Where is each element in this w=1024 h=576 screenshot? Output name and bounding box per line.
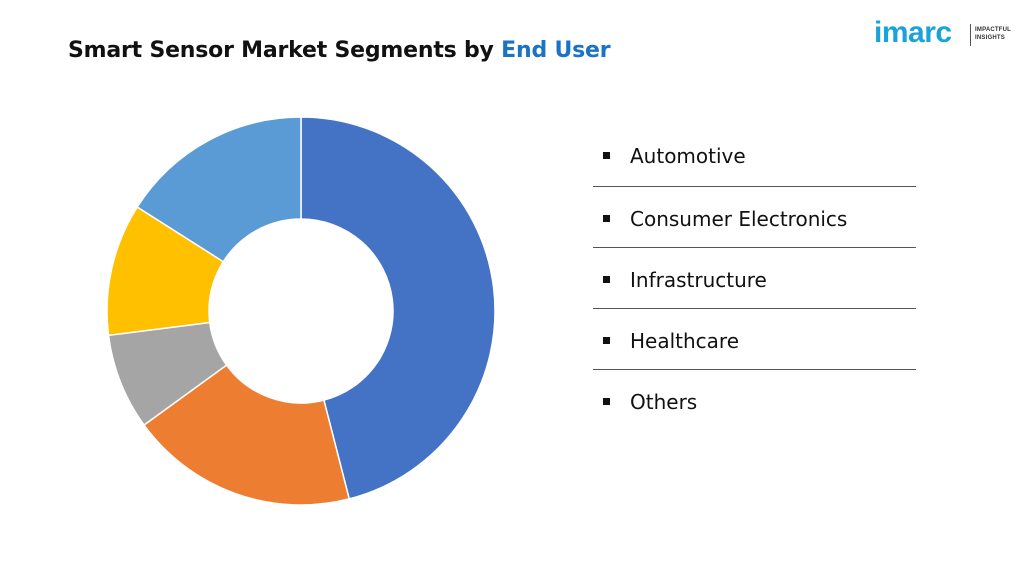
logo-divider bbox=[970, 24, 971, 46]
legend-label: Healthcare bbox=[630, 329, 740, 353]
legend-bullet-icon bbox=[603, 337, 610, 344]
legend-bullet-icon bbox=[603, 215, 610, 222]
legend-bullet-icon bbox=[603, 152, 610, 159]
logo-tagline: IMPACTFUL INSIGHTS bbox=[975, 26, 1011, 42]
page-title-main: Smart Sensor Market Segments by bbox=[68, 38, 494, 63]
legend-label: Consumer Electronics bbox=[630, 207, 848, 231]
page-title-accent: End User bbox=[501, 38, 611, 63]
page-title: Smart Sensor Market Segments by End User bbox=[68, 38, 611, 63]
logo-tagline-line2: INSIGHTS bbox=[975, 35, 1005, 41]
legend-label: Others bbox=[630, 390, 698, 414]
legend: Automotive Consumer Electronics Infrastruc… bbox=[593, 126, 916, 431]
donut-slice-automotive bbox=[300, 116, 496, 500]
logo-wordmark: imarc bbox=[874, 16, 952, 49]
legend-item-others: Others bbox=[593, 370, 916, 431]
legend-item-infrastructure: Infrastructure bbox=[593, 248, 916, 309]
legend-bullet-icon bbox=[603, 398, 610, 405]
donut-slice-others bbox=[136, 116, 302, 263]
logo-tagline-line1: IMPACTFUL bbox=[975, 27, 1012, 33]
legend-bullet-icon bbox=[603, 276, 610, 283]
legend-item-healthcare: Healthcare bbox=[593, 309, 916, 370]
legend-label: Automotive bbox=[630, 144, 746, 168]
legend-item-consumer-electronics: Consumer Electronics bbox=[593, 187, 916, 248]
legend-label: Infrastructure bbox=[630, 268, 767, 292]
donut-slice-consumer-electronics bbox=[143, 364, 351, 506]
imarc-logo: imarc IMPACTFUL INSIGHTS bbox=[874, 14, 1014, 54]
legend-item-automotive: Automotive bbox=[593, 126, 916, 187]
